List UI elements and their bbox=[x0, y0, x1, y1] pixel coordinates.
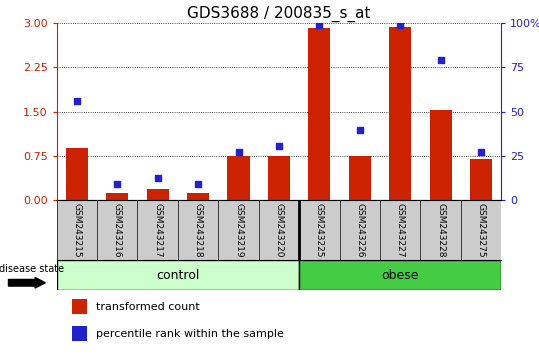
Bar bbox=[349, 156, 371, 200]
Text: GSM243227: GSM243227 bbox=[396, 203, 405, 257]
Point bbox=[437, 57, 445, 63]
Point bbox=[275, 143, 284, 149]
Text: GSM243217: GSM243217 bbox=[153, 203, 162, 257]
Text: control: control bbox=[156, 269, 199, 282]
Text: disease state: disease state bbox=[0, 264, 64, 274]
Text: GSM243225: GSM243225 bbox=[315, 203, 324, 257]
Text: GSM243216: GSM243216 bbox=[113, 203, 122, 257]
Text: obese: obese bbox=[382, 269, 419, 282]
Point bbox=[315, 22, 323, 28]
Text: GSM243275: GSM243275 bbox=[476, 203, 486, 257]
Text: GSM243220: GSM243220 bbox=[274, 203, 284, 257]
Point bbox=[153, 175, 162, 181]
Text: GSM243218: GSM243218 bbox=[194, 203, 203, 257]
Bar bbox=[57, 260, 299, 290]
Text: GSM243228: GSM243228 bbox=[436, 203, 445, 257]
Bar bbox=[470, 159, 492, 200]
Bar bbox=[106, 193, 128, 200]
Point bbox=[113, 181, 122, 187]
Point bbox=[356, 127, 364, 133]
Text: transformed count: transformed count bbox=[96, 302, 200, 312]
Bar bbox=[72, 299, 87, 314]
Point bbox=[477, 149, 486, 154]
Title: GDS3688 / 200835_s_at: GDS3688 / 200835_s_at bbox=[187, 5, 371, 22]
Point bbox=[396, 22, 404, 28]
Bar bbox=[268, 156, 290, 200]
Bar bbox=[389, 27, 411, 200]
Bar bbox=[299, 260, 501, 290]
Text: GSM243226: GSM243226 bbox=[355, 203, 364, 257]
Text: GSM243219: GSM243219 bbox=[234, 203, 243, 257]
Bar bbox=[147, 189, 169, 200]
Text: percentile rank within the sample: percentile rank within the sample bbox=[96, 329, 284, 339]
Bar bbox=[430, 110, 452, 200]
Text: GSM243215: GSM243215 bbox=[72, 203, 81, 257]
Bar bbox=[308, 28, 330, 200]
Point bbox=[234, 149, 243, 154]
Point bbox=[72, 99, 81, 104]
Point bbox=[194, 181, 203, 187]
Bar bbox=[66, 148, 88, 200]
Bar bbox=[187, 193, 209, 200]
FancyArrow shape bbox=[9, 278, 45, 288]
Bar bbox=[72, 326, 87, 341]
Bar bbox=[227, 156, 250, 200]
